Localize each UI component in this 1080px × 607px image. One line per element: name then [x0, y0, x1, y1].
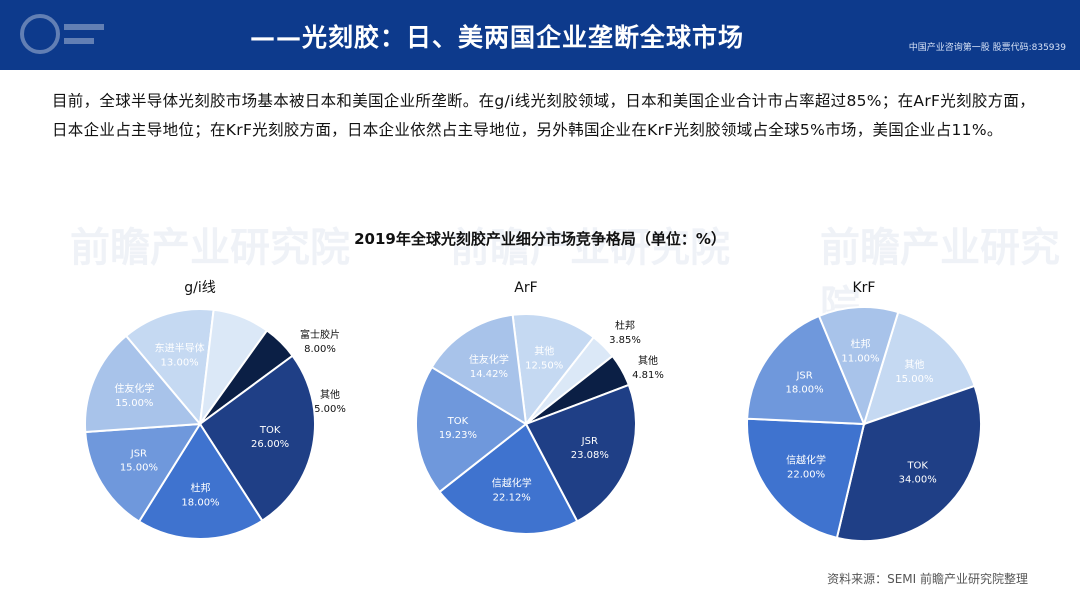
- slice-label: 住友化学: [114, 382, 154, 395]
- pie-slice: [862, 310, 976, 426]
- slice-label: 住友化学: [469, 353, 509, 366]
- slice-value-label: 15.00%: [115, 398, 153, 409]
- slice-value-label: 22.00%: [787, 470, 825, 481]
- slice-value-label: 8.00%: [304, 344, 336, 355]
- pie-slice: [817, 306, 900, 427]
- slice-label: 东进半导体: [155, 342, 205, 355]
- slice-value-label: 5.00%: [314, 404, 346, 415]
- source-note: 资料来源：SEMI 前瞻产业研究院整理: [827, 572, 1028, 586]
- slice-label: 其他: [534, 344, 554, 357]
- watermark-text: 前瞻产业研究院: [450, 225, 730, 271]
- slice-value-label: 12.50%: [525, 360, 563, 371]
- slice-label: TOK: [906, 461, 928, 472]
- slice-value-label: 3.85%: [609, 335, 641, 346]
- pie-slice: [746, 314, 866, 426]
- slice-label: 信越化学: [492, 477, 532, 490]
- slice-value-label: 23.08%: [571, 450, 609, 461]
- slice-value-label: 14.42%: [470, 369, 508, 380]
- pie-slice: [84, 422, 202, 523]
- slice-label: 富士胶片: [300, 328, 340, 341]
- pie-title: KrF: [853, 280, 876, 296]
- pie-slice: [746, 417, 866, 540]
- slice-label: JSR: [581, 436, 598, 447]
- pie-slice: [137, 422, 264, 540]
- header-bar: ——光刻胶：日、美两国企业垄断全球市场 中国产业咨询第一股 股票代码:83593…: [0, 0, 1080, 70]
- slice-value-label: 4.81%: [632, 370, 664, 381]
- pie-slice: [124, 308, 215, 427]
- slice-value-label: 19.23%: [439, 430, 477, 441]
- pie-slice: [430, 313, 528, 426]
- slice-value-label: 15.00%: [120, 463, 158, 474]
- slice-label: 其他: [320, 388, 340, 401]
- slice-label: 其他: [638, 354, 658, 367]
- header-tagline: 中国产业咨询第一股 股票代码:835939: [908, 43, 1066, 53]
- pie-slice: [524, 383, 637, 523]
- company-logo-icon: [20, 14, 104, 54]
- slice-value-label: 15.00%: [895, 374, 933, 385]
- pie-slice: [438, 422, 579, 535]
- pie-slice: [84, 334, 203, 434]
- slice-label: 杜邦: [850, 338, 870, 351]
- chart-title: 2019年全球光刻胶产业细分市场竞争格局（单位：%）: [354, 230, 726, 248]
- slice-label: 其他: [904, 358, 924, 371]
- slice-value-label: 34.00%: [899, 475, 937, 486]
- pie-slice: [511, 313, 596, 427]
- slice-label: 杜邦: [615, 319, 635, 332]
- slice-label: 杜邦: [190, 481, 210, 494]
- pie-title: ArF: [514, 280, 537, 296]
- slice-label: JSR: [130, 449, 147, 460]
- pie-slice: [415, 365, 528, 494]
- slice-label: TOK: [259, 425, 281, 436]
- watermark-text: 前瞻产业研究院: [70, 225, 350, 271]
- slice-value-label: 18.00%: [181, 497, 219, 508]
- slice-label: TOK: [447, 416, 469, 427]
- page-title: ——光刻胶：日、美两国企业垄断全球市场: [250, 23, 745, 52]
- intro-paragraph: 目前，全球半导体光刻胶市场基本被日本和美国企业所垄断。在g/i线光刻胶领域，日本…: [52, 92, 1036, 139]
- slice-label: JSR: [795, 370, 812, 381]
- pie-title: g/i线: [184, 280, 216, 296]
- slice-value-label: 26.00%: [251, 439, 289, 450]
- pie-slice: [835, 384, 982, 542]
- slice-value-label: 13.00%: [161, 358, 199, 369]
- slice-value-label: 18.00%: [786, 384, 824, 395]
- slice-label: 信越化学: [786, 454, 826, 467]
- pie-slice: [198, 354, 316, 523]
- slice-value-label: 22.12%: [493, 493, 531, 504]
- slice-value-label: 11.00%: [841, 354, 879, 365]
